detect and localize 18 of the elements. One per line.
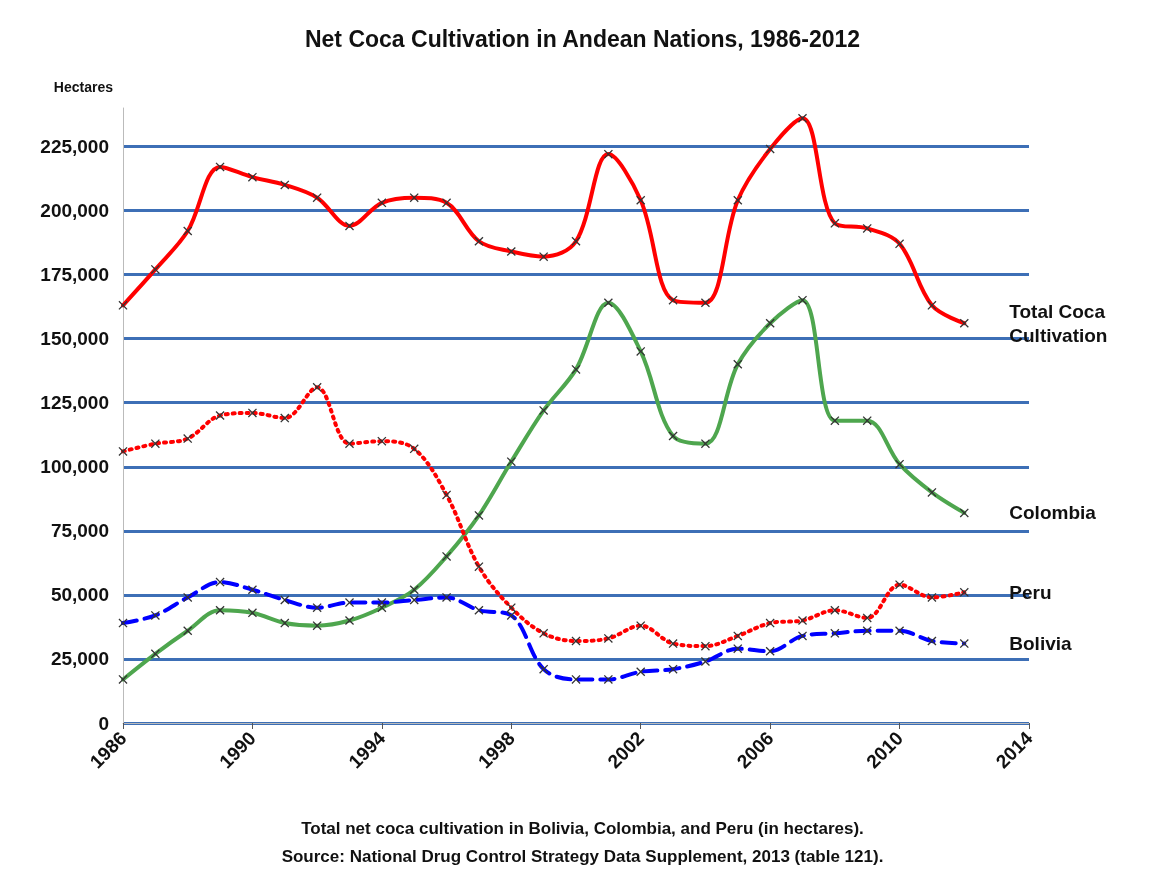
text: Colombia (1009, 502, 1097, 524)
text: Bolivia (1009, 633, 1073, 655)
y-tick-label: 225,000 (40, 135, 109, 157)
y-tick-label: 25,000 (50, 648, 109, 670)
y-tick-label: 50,000 (50, 584, 109, 606)
y-tick-label: 175,000 (40, 264, 109, 286)
source-note: Source: National Drug Control Strategy Data Supplement, 2013 (table 121). (281, 847, 884, 866)
y-tick-label: 200,000 (40, 200, 109, 221)
y-tick-label: 0 (98, 712, 109, 734)
chart-title: Net Coca Cultivation in Andean Nations, 1986-2012 (304, 25, 861, 52)
text: Peru (1009, 581, 1052, 603)
y-tick-label: 150,000 (40, 328, 109, 350)
text: Total net coca cultivation in Bolivia, Colombia, and Peru (in hectares). (301, 819, 864, 838)
y-tick-label: 125,000 (40, 392, 109, 414)
y-tick-label: 75,000 (50, 520, 109, 542)
y-tick-label: 100,000 (40, 456, 109, 478)
y-axis-title: Hectares (53, 79, 114, 95)
text: Total Coca Cultivation (1009, 300, 1111, 346)
